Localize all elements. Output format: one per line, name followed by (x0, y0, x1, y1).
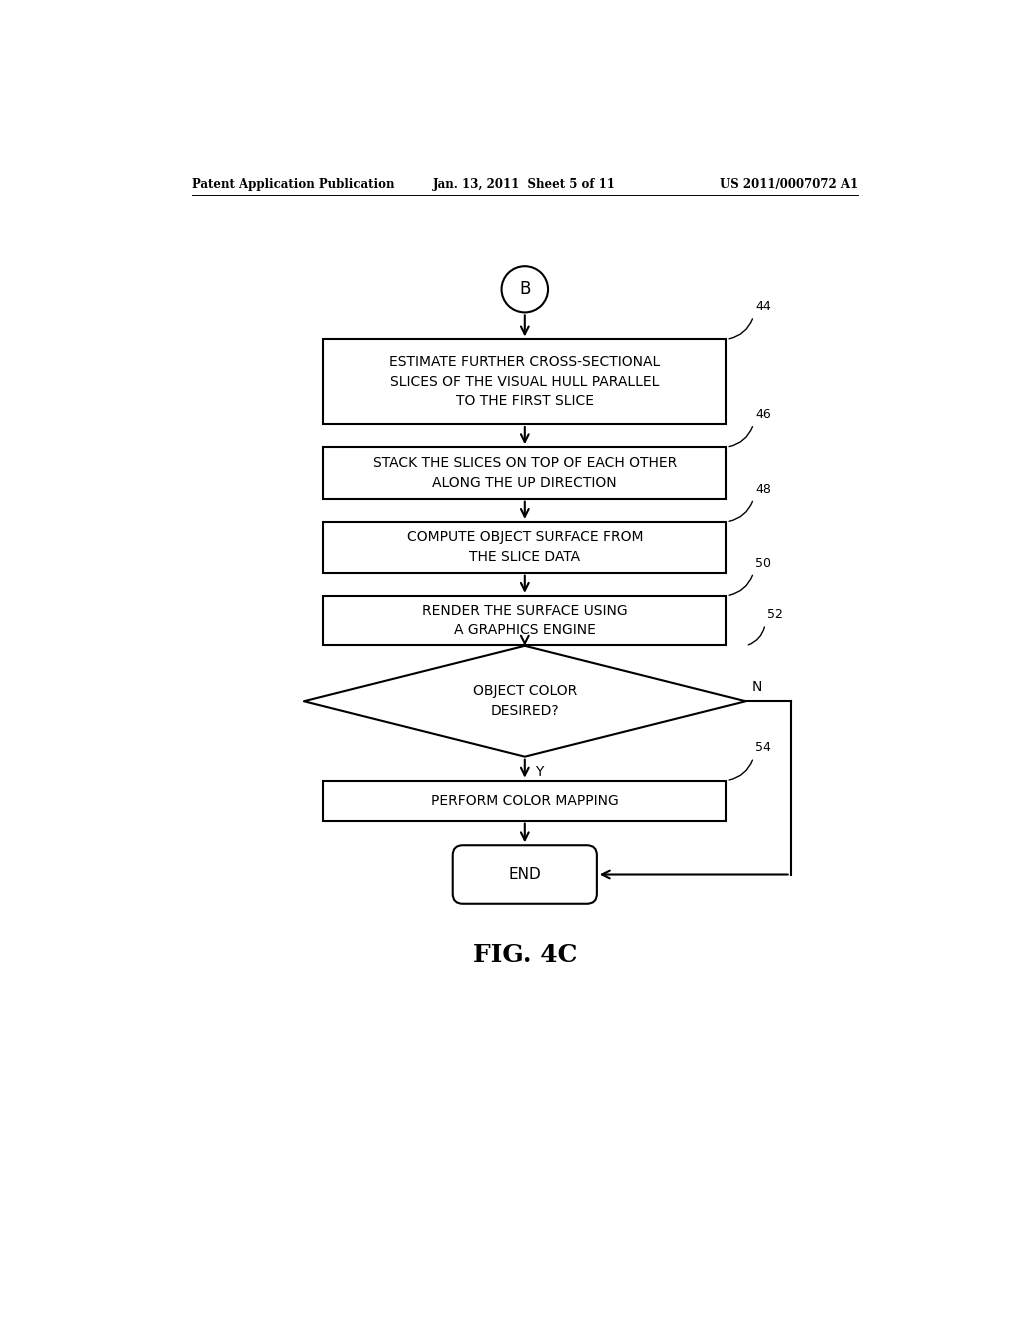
FancyBboxPatch shape (324, 595, 726, 645)
Text: 46: 46 (755, 408, 771, 421)
Text: END: END (509, 867, 541, 882)
Text: US 2011/0007072 A1: US 2011/0007072 A1 (720, 178, 858, 190)
Text: 52: 52 (767, 609, 782, 622)
Text: PERFORM COLOR MAPPING: PERFORM COLOR MAPPING (431, 793, 618, 808)
FancyBboxPatch shape (453, 845, 597, 904)
Text: N: N (752, 680, 762, 693)
Text: OBJECT COLOR
DESIRED?: OBJECT COLOR DESIRED? (473, 685, 577, 718)
FancyBboxPatch shape (324, 521, 726, 573)
Text: 48: 48 (755, 483, 771, 496)
FancyBboxPatch shape (324, 339, 726, 424)
Text: FIG. 4C: FIG. 4C (472, 944, 578, 968)
Text: 50: 50 (755, 557, 771, 570)
Circle shape (502, 267, 548, 313)
Text: B: B (519, 280, 530, 298)
Text: Jan. 13, 2011  Sheet 5 of 11: Jan. 13, 2011 Sheet 5 of 11 (433, 178, 616, 190)
Polygon shape (304, 645, 745, 756)
Text: Patent Application Publication: Patent Application Publication (191, 178, 394, 190)
Text: 54: 54 (755, 742, 771, 755)
FancyBboxPatch shape (324, 447, 726, 499)
Text: STACK THE SLICES ON TOP OF EACH OTHER
ALONG THE UP DIRECTION: STACK THE SLICES ON TOP OF EACH OTHER AL… (373, 457, 677, 490)
Text: RENDER THE SURFACE USING
A GRAPHICS ENGINE: RENDER THE SURFACE USING A GRAPHICS ENGI… (422, 603, 628, 638)
Text: Y: Y (535, 766, 544, 780)
Text: COMPUTE OBJECT SURFACE FROM
THE SLICE DATA: COMPUTE OBJECT SURFACE FROM THE SLICE DA… (407, 531, 643, 564)
Text: 44: 44 (755, 300, 771, 313)
Text: ESTIMATE FURTHER CROSS-SECTIONAL
SLICES OF THE VISUAL HULL PARALLEL
TO THE FIRST: ESTIMATE FURTHER CROSS-SECTIONAL SLICES … (389, 355, 660, 408)
FancyBboxPatch shape (324, 780, 726, 821)
